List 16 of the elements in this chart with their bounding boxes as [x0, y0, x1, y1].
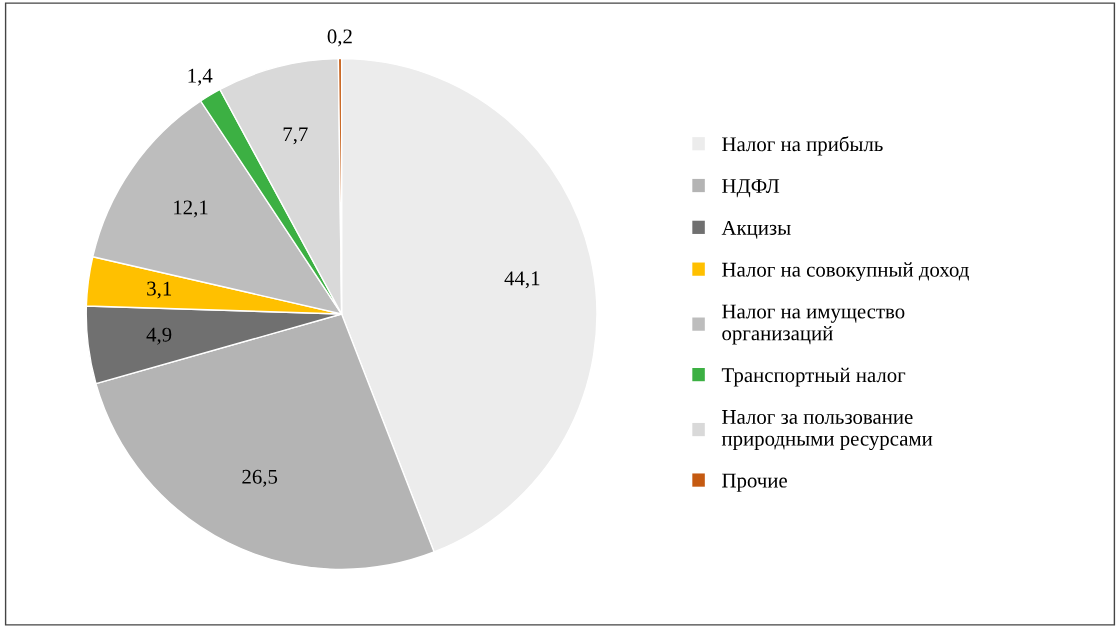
data-label: 3,1 [147, 281, 172, 299]
legend-label: Налог на совокупный доход [722, 262, 969, 281]
data-label: 0,2 [327, 29, 352, 47]
data-label: 4,9 [146, 327, 172, 345]
data-label: 7,7 [283, 127, 308, 145]
legend-label: Транспортный налог [721, 367, 906, 387]
legend-label: НДФЛ [722, 179, 780, 198]
legend-label: Налог на прибыль [722, 136, 883, 156]
data-label: 1,4 [188, 68, 213, 86]
data-label: 26,5 [242, 469, 278, 487]
legend-label: Налог за пользование природными ресурсами [721, 410, 933, 451]
data-label: 44,1 [504, 271, 540, 289]
data-label: 12,1 [174, 200, 208, 218]
legend-label: Прочие [722, 473, 787, 492]
legend-label: Налог на имущество организаций [722, 304, 905, 345]
legend-label: Акцизы [721, 220, 791, 239]
